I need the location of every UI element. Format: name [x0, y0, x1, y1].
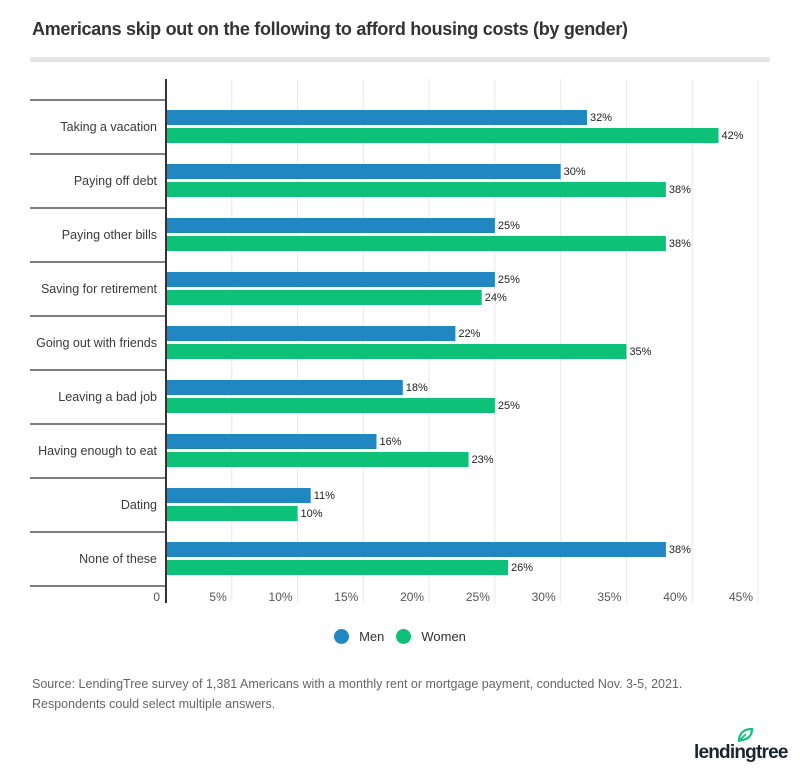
x-tick-label: 5% [209, 590, 227, 604]
data-label-women: 35% [629, 346, 651, 358]
source-line-1: Source: LendingTree survey of 1,381 Amer… [32, 677, 683, 691]
bar-men [167, 326, 456, 341]
bar-chart: 32% 42% 30% 38% 25% 38% 25% 24% 22% 35% 18% 25% 16% 2… [30, 79, 759, 604]
bars: 32% 42% 30% 38% 25% 38% 25% 24% 22% 35% 18% 25% 16% 2… [167, 110, 744, 575]
x-tick-label: 35% [597, 590, 621, 604]
x-tick-label: 30% [532, 590, 556, 604]
data-label-women: 25% [498, 400, 520, 412]
bar-men [167, 434, 377, 449]
men-swatch-icon [334, 629, 350, 644]
lendingtree-logo: lendingtree [694, 728, 788, 764]
brand-name: lendingtree [694, 742, 788, 763]
data-label-women: 10% [301, 508, 323, 520]
category-separators [30, 99, 166, 587]
x-axis-ticks: 0 5% 10% 15% 20% 25% 30% 35% 40% 45% [153, 590, 753, 604]
data-label-men: 38% [669, 544, 691, 556]
bar-men [167, 542, 666, 557]
source-line-2: Respondents could select multiple answer… [32, 697, 276, 711]
bar-men [167, 380, 403, 395]
bar-women [167, 452, 469, 467]
data-label-men: 18% [406, 382, 428, 394]
category-label: Going out with friends [36, 336, 157, 350]
data-label-men: 32% [590, 112, 612, 124]
category-label: Leaving a bad job [58, 390, 157, 404]
women-swatch-icon [396, 629, 412, 644]
bar-men [167, 272, 495, 287]
category-label: Having enough to eat [38, 444, 157, 458]
leaf-icon [737, 728, 753, 742]
category-label: Taking a vacation [60, 120, 157, 134]
bar-women [167, 344, 627, 359]
category-label: Paying other bills [62, 228, 157, 242]
x-tick-label: 10% [269, 590, 293, 604]
category-label: Saving for retirement [41, 282, 158, 296]
bar-women [167, 506, 298, 521]
x-tick-label: 45% [729, 590, 753, 604]
category-label: None of these [79, 552, 157, 566]
legend-item-men[interactable]: Men [334, 629, 384, 644]
bar-men [167, 110, 587, 125]
source-note: Source: LendingTree survey of 1,381 Amer… [32, 674, 682, 714]
data-label-men: 30% [564, 166, 586, 178]
bar-women [167, 128, 719, 143]
bar-women [167, 182, 666, 197]
category-label: Dating [121, 498, 157, 512]
x-tick-label: 0 [153, 590, 160, 604]
data-label-men: 25% [498, 274, 520, 286]
data-label-women: 26% [511, 562, 533, 574]
data-label-men: 22% [458, 328, 480, 340]
data-label-men: 16% [379, 436, 401, 448]
bar-women [167, 236, 666, 251]
x-tick-label: 15% [334, 590, 358, 604]
category-labels: Taking a vacation Paying off debt Paying o… [36, 120, 157, 566]
data-label-men: 25% [498, 220, 520, 232]
bar-women [167, 398, 495, 413]
data-label-women: 23% [472, 454, 494, 466]
bar-men [167, 218, 495, 233]
data-label-men: 11% [314, 490, 335, 502]
data-label-women: 38% [669, 238, 691, 250]
bar-men [167, 164, 561, 179]
category-label: Paying off debt [74, 174, 158, 188]
x-tick-label: 40% [663, 590, 687, 604]
bar-men [167, 488, 311, 503]
x-tick-label: 20% [400, 590, 424, 604]
legend-label-women: Women [421, 629, 466, 644]
legend: Men Women [0, 629, 800, 644]
legend-label-men: Men [359, 629, 385, 644]
title-divider [30, 57, 770, 62]
bar-women [167, 290, 482, 305]
data-label-women: 24% [485, 292, 507, 304]
data-label-women: 38% [669, 184, 691, 196]
data-label-women: 42% [722, 130, 744, 142]
x-tick-label: 25% [466, 590, 490, 604]
chart-title: Americans skip out on the following to a… [32, 19, 628, 39]
bar-women [167, 560, 509, 575]
legend-item-women[interactable]: Women [396, 629, 466, 644]
